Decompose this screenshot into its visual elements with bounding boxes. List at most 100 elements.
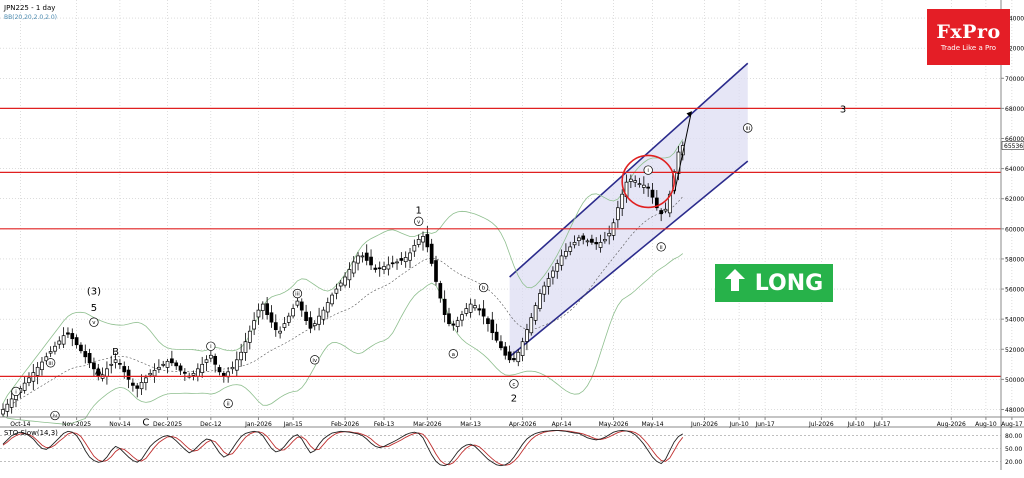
wave-label: v xyxy=(417,219,421,225)
wave-label: iv xyxy=(312,358,318,364)
candle-body xyxy=(416,239,421,245)
stoch-level-label: 50.00 xyxy=(1005,446,1022,453)
projection-arrowhead xyxy=(686,111,692,118)
candle-body xyxy=(334,288,339,294)
candle-body xyxy=(191,372,196,376)
candle-body xyxy=(230,366,235,370)
symbol-label: JPN225 - 1 day xyxy=(3,4,55,12)
candle-body xyxy=(44,356,49,362)
y-tick-label: 58000 xyxy=(1005,256,1024,263)
candle-body xyxy=(92,362,96,370)
x-tick-label: Feb-2026 xyxy=(331,421,359,428)
candle-body xyxy=(650,189,655,198)
x-tick-label: Aug-2026 xyxy=(937,421,966,428)
bollinger-upper xyxy=(2,139,684,404)
candle-body xyxy=(239,351,243,361)
candle-body xyxy=(559,255,564,266)
candle-body xyxy=(174,362,179,367)
indicator-label: BB(20,20,2.0,2.0) xyxy=(4,14,57,21)
stoch-level-label: 20.00 xyxy=(1005,459,1022,466)
candle-body xyxy=(546,278,551,287)
candle-body xyxy=(654,197,659,209)
candle-body xyxy=(607,232,612,237)
candle-body xyxy=(555,263,560,272)
candle-body xyxy=(161,363,166,366)
candle-body xyxy=(321,309,326,320)
candle-body xyxy=(317,315,321,325)
candle-body xyxy=(243,341,248,353)
candle-body xyxy=(598,242,603,248)
candle-body xyxy=(200,363,205,373)
candle-body xyxy=(157,366,161,370)
candle-body xyxy=(66,332,70,335)
candle-body xyxy=(477,308,482,311)
candle-body xyxy=(338,282,343,287)
candle-body xyxy=(529,317,534,334)
y-tick-label: 70000 xyxy=(1005,76,1024,83)
wave-label: i xyxy=(647,168,649,174)
bollinger-lower xyxy=(2,253,684,425)
candle-body xyxy=(234,359,239,371)
y-tick-label: 56000 xyxy=(1005,287,1024,294)
candle-body xyxy=(603,239,607,242)
wave-label-circle xyxy=(310,355,320,365)
x-tick-label: Jul-2026 xyxy=(808,421,834,428)
candle-body xyxy=(581,235,586,240)
candle-body xyxy=(170,358,174,364)
stoch-level-label: 80.00 xyxy=(1005,433,1022,440)
signal-label: LONG xyxy=(754,270,824,296)
candle-body xyxy=(516,351,521,363)
x-tick-label: Mar-2026 xyxy=(413,421,442,428)
candle-body xyxy=(408,252,412,261)
x-tick-label: May-14 xyxy=(641,421,663,428)
wave-label-circle xyxy=(478,282,489,293)
candle-body xyxy=(40,361,44,371)
candle-body xyxy=(429,243,434,264)
candle-body xyxy=(265,303,269,315)
candle-body xyxy=(83,351,88,358)
last-price-label: 65536 xyxy=(1004,143,1023,150)
wave-label: iii xyxy=(745,126,750,132)
x-tick-label: Mar-13 xyxy=(460,421,481,428)
candle-body xyxy=(412,245,417,252)
bollinger-bands xyxy=(2,139,684,425)
candle-body xyxy=(520,341,525,356)
wave-label: a xyxy=(452,352,455,358)
candle-body xyxy=(551,270,555,278)
candle-body xyxy=(473,305,477,309)
candle-body xyxy=(53,345,57,352)
wave-label: v xyxy=(92,320,96,326)
candle-body xyxy=(460,314,464,321)
candle-body xyxy=(135,385,140,389)
candle-body xyxy=(131,382,135,386)
candle-body xyxy=(594,242,599,245)
long-signal-badge: LONG xyxy=(715,264,833,302)
candle-body xyxy=(633,180,638,183)
y-tick-label: 74000 xyxy=(1005,16,1024,23)
candle-body xyxy=(9,398,14,408)
candle-body xyxy=(291,308,295,317)
channel-lower-line xyxy=(509,160,749,358)
x-tick-label: Jul-17 xyxy=(872,421,890,428)
y-tick-label: 72000 xyxy=(1005,46,1024,53)
candle-body xyxy=(312,323,317,327)
logo-brand: FxPro xyxy=(936,21,1001,43)
wave-label-circle xyxy=(743,123,753,133)
wave-label: 3 xyxy=(840,104,846,115)
y-tick-label: 68000 xyxy=(1005,106,1024,113)
candle-body xyxy=(113,359,118,363)
x-tick-label: Jan-15 xyxy=(283,421,303,428)
wave-label: (3) xyxy=(87,287,101,298)
candle-body xyxy=(568,246,573,252)
wave-label: iii xyxy=(48,361,53,367)
candle-body xyxy=(343,276,347,286)
candle-body xyxy=(637,183,642,186)
candle-body xyxy=(252,320,256,330)
wave-label: ii xyxy=(227,401,231,407)
wave-label: b xyxy=(482,286,486,292)
y-tick-label: 52000 xyxy=(1005,347,1024,354)
candle-body xyxy=(616,207,620,221)
